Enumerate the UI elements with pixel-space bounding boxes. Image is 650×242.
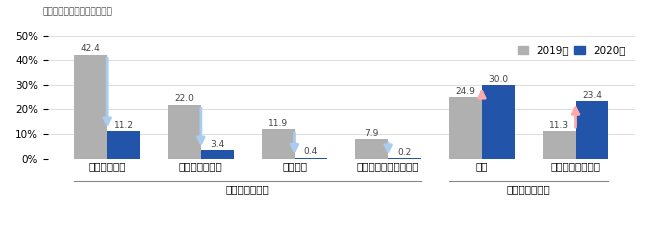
- Bar: [107, 131, 140, 159]
- Bar: [262, 129, 294, 159]
- Bar: [201, 150, 233, 159]
- Text: 自宅外消費品目: 自宅外消費品目: [226, 184, 270, 194]
- Text: 24.9: 24.9: [456, 87, 475, 96]
- Bar: [74, 54, 107, 159]
- Bar: [168, 105, 201, 159]
- Text: 23.4: 23.4: [582, 91, 602, 100]
- Bar: [482, 85, 515, 159]
- Text: 購入または利用した人の割合: 購入または利用した人の割合: [42, 7, 112, 16]
- Text: 11.3: 11.3: [549, 121, 569, 129]
- Legend: 2019年, 2020年: 2019年, 2020年: [514, 41, 630, 60]
- Bar: [356, 139, 388, 159]
- Text: 7.9: 7.9: [365, 129, 379, 138]
- Text: 3.4: 3.4: [210, 140, 224, 149]
- Text: 11.9: 11.9: [268, 119, 288, 128]
- Text: 11.2: 11.2: [114, 121, 134, 130]
- Bar: [449, 98, 482, 159]
- Text: 0.4: 0.4: [304, 147, 318, 156]
- Bar: [294, 158, 328, 159]
- Bar: [388, 158, 421, 159]
- Bar: [575, 101, 608, 159]
- Text: 0.2: 0.2: [397, 148, 411, 157]
- Bar: [543, 131, 575, 159]
- Text: 30.0: 30.0: [488, 75, 508, 84]
- Text: 22.0: 22.0: [175, 94, 194, 103]
- Text: 自宅内消費品目: 自宅内消費品目: [507, 184, 551, 194]
- Text: 42.4: 42.4: [81, 44, 101, 53]
